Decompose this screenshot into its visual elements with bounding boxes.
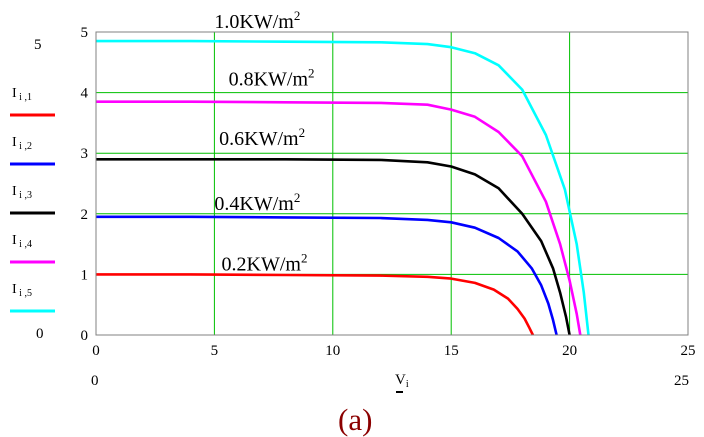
outer-y-max-label: 5 [34, 37, 42, 53]
legend-label-5: I i ,5 [12, 282, 32, 299]
y-tick-label: 2 [81, 207, 89, 223]
outer-x-min-label: 0 [91, 373, 99, 389]
y-tick-label: 3 [81, 146, 89, 162]
annotation-5: 1.0KW/m2 [214, 8, 300, 33]
series-line-2 [96, 215, 558, 336]
x-axis-label-marker [396, 391, 403, 393]
x-tick-label: 20 [562, 343, 577, 359]
grid [95, 31, 689, 336]
tick-labels: 0 5 10 15 20 25 0 1 2 3 4 5 [81, 25, 696, 359]
x-tick-label: 10 [325, 343, 340, 359]
legend-label-2: I i ,2 [12, 135, 32, 152]
y-tick-label: 5 [81, 25, 89, 41]
annotation-4: 0.8KW/m2 [229, 66, 315, 91]
annotation-2: 0.4KW/m2 [214, 190, 300, 215]
annotation-1: 0.2KW/m2 [222, 250, 308, 275]
x-tick-label: 5 [211, 343, 219, 359]
y-tick-label: 1 [81, 267, 89, 283]
y-tick-label: 0 [81, 328, 89, 344]
series-line-3 [96, 158, 571, 336]
legend-label-1: I i ,1 [12, 86, 32, 103]
outer-x-max-label: 25 [674, 373, 689, 389]
legend: I i ,1 I i ,2 I i ,3 I i ,4 I i ,5 [10, 86, 55, 313]
series-line-4 [96, 100, 582, 336]
plot-frame [95, 31, 689, 336]
x-tick-label: 0 [92, 343, 100, 359]
outer-y-min-label: 0 [36, 326, 44, 342]
y-tick-label: 4 [81, 86, 89, 102]
legend-label-3: I i ,3 [12, 184, 32, 201]
annotation-3: 0.6KW/m2 [219, 125, 305, 150]
series-curves [96, 39, 590, 336]
x-tick-label: 15 [444, 343, 459, 359]
series-line-1 [96, 273, 535, 336]
legend-label-4: I i ,4 [12, 233, 32, 250]
x-tick-label: 25 [681, 343, 696, 359]
x-axis-label: Vi [395, 372, 409, 390]
irradiance-annotations: 0.2KW/m2 0.4KW/m2 0.6KW/m2 0.8KW/m2 1.0KW/m2 [214, 8, 314, 275]
series-line-5 [96, 39, 590, 336]
figure-caption: (a) [338, 402, 372, 437]
